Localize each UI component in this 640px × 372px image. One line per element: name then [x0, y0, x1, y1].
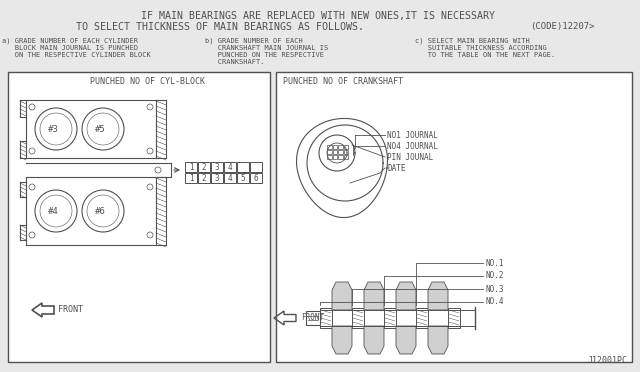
Text: NO1 JOURNAL: NO1 JOURNAL: [387, 131, 438, 140]
Bar: [198, 162, 210, 172]
Bar: [344, 155, 348, 159]
Text: b) GRADE NUMBER OF EACH
   CRANKSHAFT MAIN JOURNAL IS
   PUNCHED ON THE RESPECTI: b) GRADE NUMBER OF EACH CRANKSHAFT MAIN …: [205, 37, 328, 64]
Bar: [224, 162, 236, 172]
Text: 2: 2: [202, 163, 206, 171]
Polygon shape: [364, 326, 384, 354]
Bar: [276, 72, 632, 362]
Bar: [8, 72, 270, 362]
Text: #4: #4: [47, 206, 58, 215]
Text: #3: #3: [47, 125, 58, 134]
Polygon shape: [428, 326, 448, 354]
Text: NO.4: NO.4: [485, 298, 504, 307]
Bar: [333, 145, 337, 149]
Bar: [333, 150, 337, 154]
Text: NO.2: NO.2: [485, 272, 504, 280]
Bar: [250, 162, 262, 172]
Polygon shape: [332, 282, 352, 310]
Bar: [416, 308, 428, 328]
Text: IF MAIN BEARINGS ARE REPLACED WITH NEW ONES,IT IS NECESSARY: IF MAIN BEARINGS ARE REPLACED WITH NEW O…: [141, 11, 495, 21]
Text: a) GRADE NUMBER OF EACH CYLINDER
   BLOCK MAIN JOURNAL IS PUNCHED
   ON THE RESP: a) GRADE NUMBER OF EACH CYLINDER BLOCK M…: [2, 37, 151, 58]
Text: 3: 3: [214, 173, 220, 183]
Bar: [352, 308, 364, 328]
Text: 6: 6: [253, 173, 259, 183]
Bar: [338, 150, 342, 154]
Text: c) SELECT MAIN BEARING WITH
   SUITABLE THICKNESS ACCORDING
   TO THE TABLE ON T: c) SELECT MAIN BEARING WITH SUITABLE THI…: [415, 37, 556, 58]
Bar: [211, 162, 223, 172]
Text: 4: 4: [228, 163, 232, 171]
Text: NO4 JOURNAL: NO4 JOURNAL: [387, 141, 438, 151]
Bar: [185, 162, 197, 172]
Bar: [327, 155, 332, 159]
Text: PIN JOUNAL: PIN JOUNAL: [387, 153, 433, 161]
Text: 1: 1: [189, 163, 193, 171]
Text: NO.1: NO.1: [485, 259, 504, 267]
Polygon shape: [396, 282, 416, 310]
Polygon shape: [428, 282, 448, 310]
Bar: [198, 173, 210, 183]
Polygon shape: [364, 282, 384, 310]
Bar: [306, 311, 320, 325]
Text: 4: 4: [228, 173, 232, 183]
Text: PUNCHED NO OF CRANKSHAFT: PUNCHED NO OF CRANKSHAFT: [283, 77, 403, 86]
Bar: [237, 162, 249, 172]
Bar: [344, 145, 348, 149]
Bar: [185, 173, 197, 183]
Bar: [344, 150, 348, 154]
Text: 1: 1: [189, 173, 193, 183]
Bar: [237, 173, 249, 183]
Text: #5: #5: [95, 125, 106, 134]
Bar: [327, 150, 332, 154]
Bar: [250, 173, 262, 183]
Bar: [338, 155, 342, 159]
Text: TO SELECT THICKNESS OF MAIN BEARINGS AS FOLLOWS.: TO SELECT THICKNESS OF MAIN BEARINGS AS …: [76, 22, 364, 32]
Text: J12001PC: J12001PC: [588, 356, 628, 365]
Bar: [448, 308, 460, 328]
Text: 5: 5: [241, 173, 245, 183]
Text: 2: 2: [202, 173, 206, 183]
Text: PUNCHED NO OF CYL-BLOCK: PUNCHED NO OF CYL-BLOCK: [90, 77, 205, 86]
Text: (CODE)12207>: (CODE)12207>: [530, 22, 595, 31]
Polygon shape: [332, 326, 352, 354]
Bar: [211, 173, 223, 183]
Text: NO.3: NO.3: [485, 285, 504, 294]
Text: #6: #6: [95, 206, 106, 215]
Bar: [333, 155, 337, 159]
Text: FRONT: FRONT: [301, 314, 324, 323]
Bar: [338, 145, 342, 149]
Text: 3: 3: [214, 163, 220, 171]
Bar: [384, 308, 396, 328]
Polygon shape: [396, 326, 416, 354]
Bar: [320, 308, 332, 328]
Bar: [224, 173, 236, 183]
Text: DATE: DATE: [387, 164, 406, 173]
Text: FRONT: FRONT: [58, 305, 83, 314]
Bar: [327, 145, 332, 149]
